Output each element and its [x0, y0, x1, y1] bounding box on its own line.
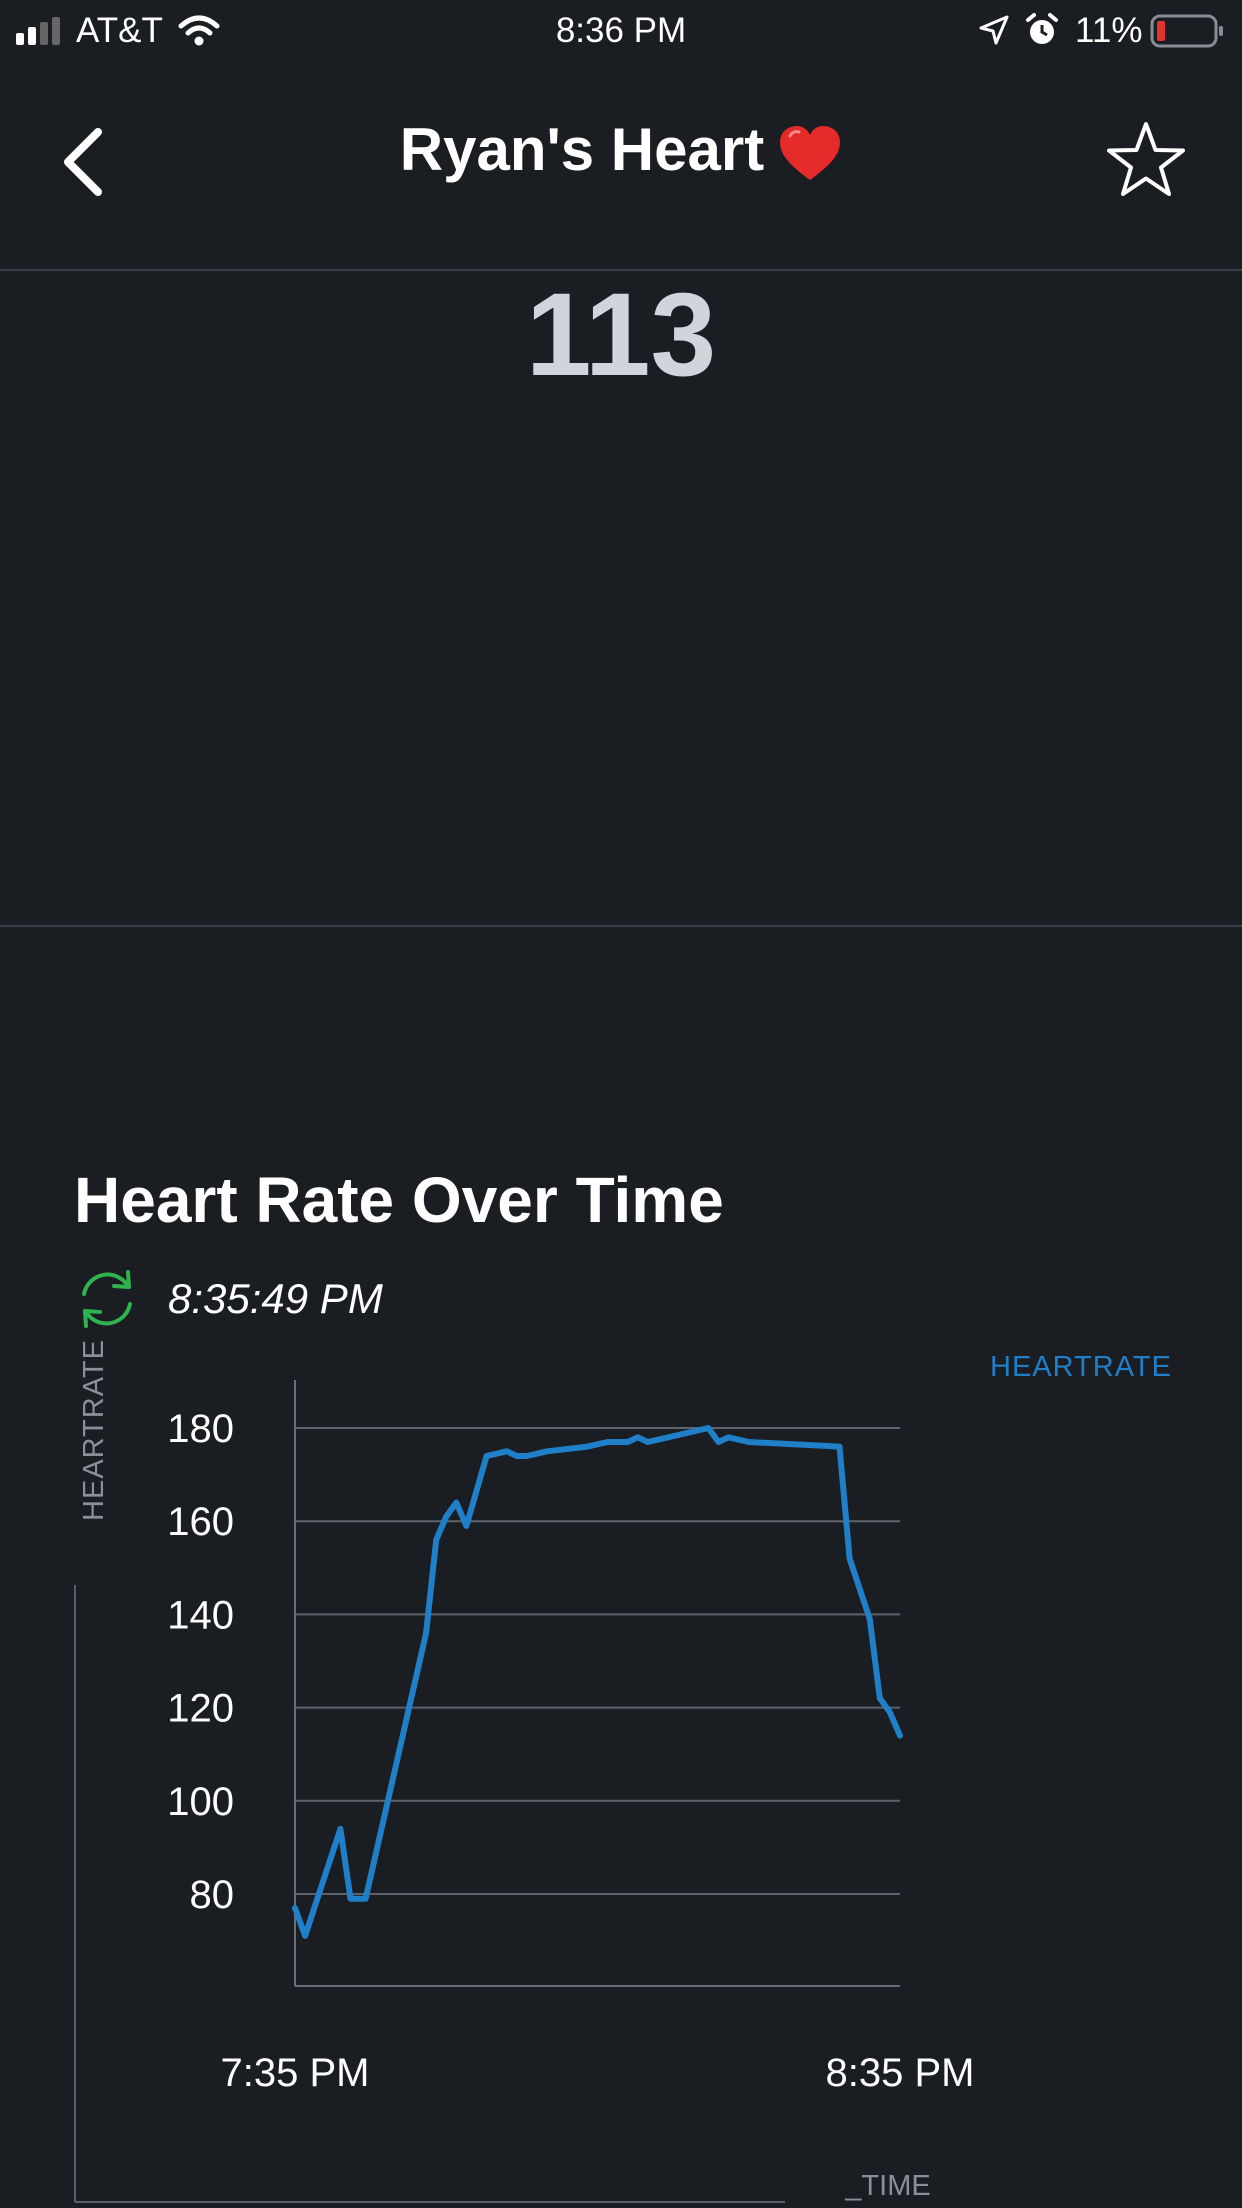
carrier-label: AT&T — [76, 11, 163, 50]
x-tick-label-0: 7:35 PM — [221, 2051, 370, 2095]
y-tick-label-120: 120 — [167, 1687, 234, 1731]
signal-icon — [16, 17, 68, 45]
location-arrow-icon — [979, 15, 1009, 45]
legend-item-heartrate[interactable]: HEARTRATE — [990, 1351, 1172, 1383]
wifi-icon — [178, 15, 220, 46]
battery-low-icon — [1150, 14, 1223, 48]
y-tick-label-160: 160 — [167, 1500, 234, 1544]
heartrate-line — [292, 1425, 903, 1939]
status-time: 8:36 PM — [555, 11, 687, 50]
star-outline-icon[interactable] — [1106, 120, 1186, 200]
y-tick-label-180: 180 — [167, 1407, 234, 1451]
alarm-clock-icon — [1026, 13, 1058, 44]
page-title: Ryan's Heart — [0, 110, 1242, 190]
last-updated-time: 8:35:49 PM — [168, 1275, 383, 1322]
x-tick-label-1: 8:35 PM — [826, 2051, 975, 2095]
y-axis-label: HEARTRATE — [78, 1340, 110, 1521]
heart-rate-chart: HEARTRATE 80 100 120 140 160 180 7:35 PM 8:35 … — [74, 1340, 975, 2203]
current-heart-rate: 113 — [525, 269, 717, 401]
red-heart-icon — [780, 126, 841, 181]
chart-section-title: Heart Rate Over Time — [74, 1164, 724, 1236]
header-divider — [0, 269, 1242, 271]
battery-percent: 11% — [1075, 11, 1143, 50]
y-tick-label-100: 100 — [167, 1780, 234, 1824]
page-title-text: Ryan's Heart — [399, 116, 765, 183]
chevron-left-icon[interactable] — [58, 126, 108, 196]
section-divider — [0, 925, 1242, 927]
y-tick-label-80: 80 — [190, 1873, 235, 1917]
y-tick-label-140: 140 — [167, 1593, 234, 1637]
refresh-icon[interactable] — [72, 1264, 142, 1334]
status-bar: AT&T 8:36 PM 11% — [0, 0, 1242, 62]
x-axis-label: _TIME — [844, 2170, 930, 2202]
